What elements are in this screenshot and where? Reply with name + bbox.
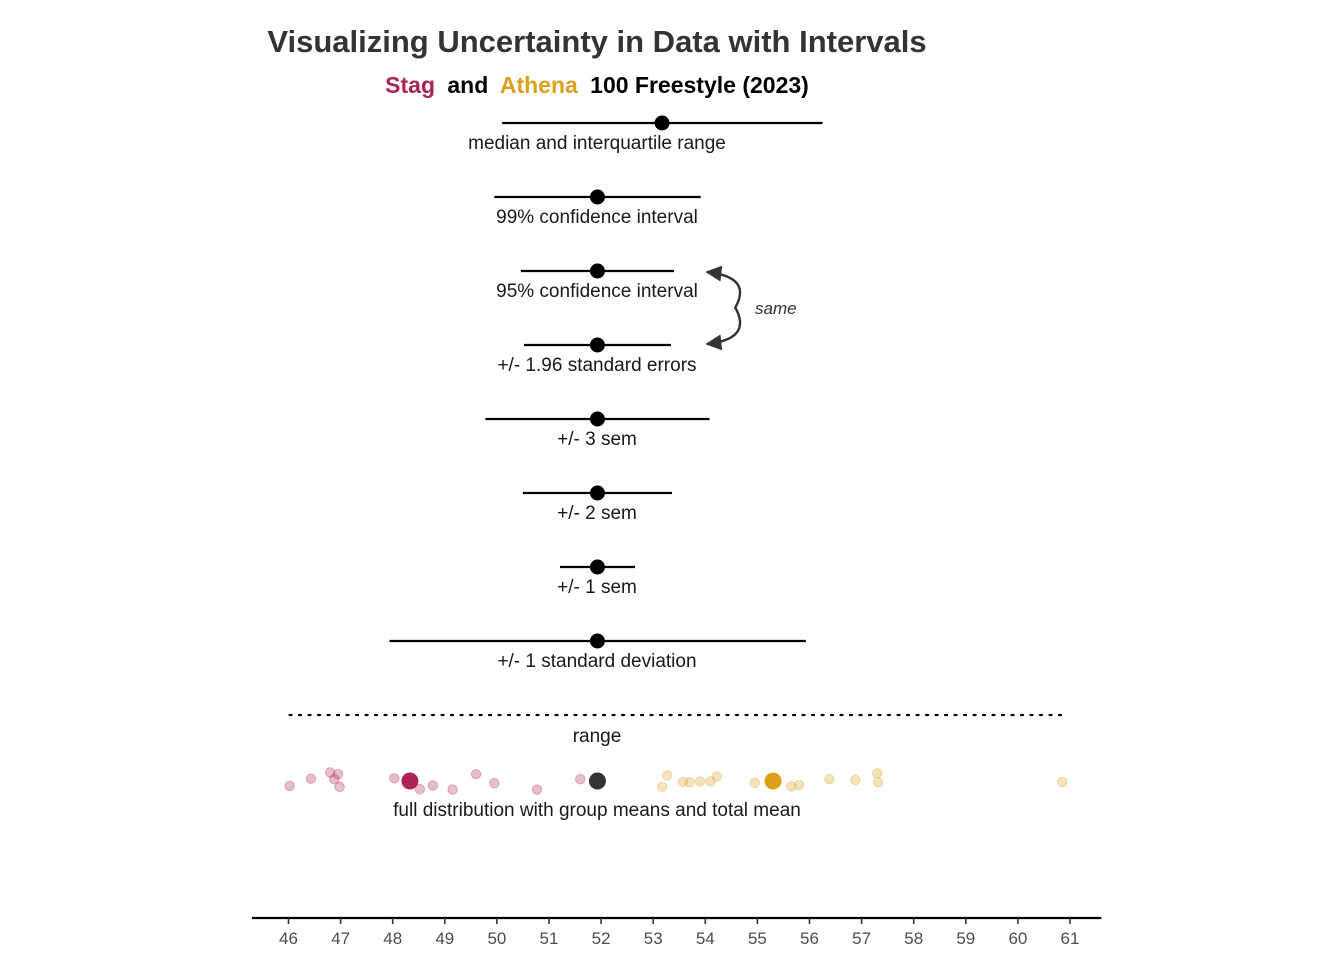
athena-point — [1056, 776, 1068, 788]
stag-point — [489, 778, 500, 789]
x-axis: 46 47 48 49 50 51 52 53 54 55 56 57 58 59 60 61 — [252, 916, 1102, 948]
x-tick-label: 60 — [1008, 929, 1027, 948]
athena-point — [749, 777, 760, 789]
interval-label: 95% confidence interval — [496, 281, 698, 302]
interval-label: +/- 3 sem — [557, 429, 637, 450]
annotation-text: same — [755, 299, 797, 318]
x-tick-label: 49 — [435, 929, 454, 948]
athena-point — [824, 774, 835, 785]
athena-point — [711, 771, 722, 782]
stag-point — [329, 774, 340, 785]
athena-point — [705, 776, 716, 787]
stag-point — [414, 783, 425, 795]
x-tick-label: 47 — [331, 929, 350, 948]
subtitle-connector: and — [447, 72, 488, 98]
x-tick-label: 54 — [696, 929, 715, 948]
athena-point — [872, 768, 883, 779]
athena-point — [694, 776, 706, 787]
x-tick-label: 58 — [904, 929, 923, 948]
interval-point — [589, 263, 605, 279]
interval-label: +/- 1.96 standard errors — [497, 355, 696, 376]
athena-point — [677, 776, 689, 788]
chart-title: Visualizing Uncertainty in Data with Int… — [267, 24, 926, 59]
total-mean-point — [588, 772, 606, 790]
range-row: range — [288, 713, 1064, 747]
chart-subtitle: Stag and Athena 100 Freestyle (2023) — [385, 72, 809, 98]
interval-point — [589, 337, 605, 353]
subtitle-group1: Stag — [385, 72, 435, 98]
athena-point — [684, 777, 695, 788]
interval-point — [589, 633, 605, 649]
interval-label: +/- 2 sem — [557, 503, 637, 524]
athena-point — [656, 781, 668, 793]
subtitle-group2: Athena — [500, 72, 578, 98]
stag-point — [470, 769, 482, 780]
x-tick-label: 52 — [592, 929, 611, 948]
interval-point — [654, 115, 670, 131]
distribution-label: full distribution with group means and t… — [393, 800, 801, 821]
athena-point — [873, 777, 884, 788]
athena-point — [793, 779, 805, 791]
annotation-same: same — [705, 265, 797, 351]
annotation-arrow-up — [705, 265, 742, 309]
interval-label: +/- 1 standard deviation — [497, 651, 696, 672]
x-tick-label: 50 — [487, 929, 506, 948]
interval-rows: median and interquartile range 99% confid… — [389, 115, 823, 672]
x-tick-label: 48 — [383, 929, 402, 948]
stag-point — [575, 774, 586, 785]
range-label: range — [573, 726, 622, 747]
stag-point — [284, 780, 295, 792]
stag-point — [334, 781, 345, 793]
athena-point — [850, 774, 861, 786]
distribution-row: full distribution with group means and t… — [284, 767, 1068, 821]
x-tick-label: 56 — [800, 929, 819, 948]
stag-point — [332, 769, 344, 780]
athena-point — [662, 770, 673, 781]
interval-label: 99% confidence interval — [496, 207, 698, 228]
stag-point — [447, 784, 458, 795]
x-tick-label: 57 — [852, 929, 871, 948]
stag-point — [427, 780, 439, 791]
interval-point — [589, 485, 605, 501]
x-tick-label: 51 — [540, 929, 559, 948]
stag-mean-point — [401, 772, 419, 790]
interval-point — [589, 189, 605, 205]
x-tick-label: 61 — [1061, 929, 1080, 948]
x-tick-label: 46 — [279, 929, 298, 948]
interval-label: median and interquartile range — [468, 133, 726, 154]
x-tick-label: 59 — [956, 929, 975, 948]
annotation-arrow-down — [705, 306, 742, 351]
x-tick-label: 53 — [644, 929, 663, 948]
stag-point — [324, 767, 336, 778]
stag-point — [531, 784, 543, 795]
interval-point — [589, 559, 605, 575]
subtitle-rest: 100 Freestyle (2023) — [590, 72, 809, 98]
x-tick-label: 55 — [748, 929, 767, 948]
stag-point — [389, 773, 400, 784]
athena-point — [786, 781, 797, 792]
interval-point — [589, 411, 605, 427]
athena-mean-point — [764, 772, 782, 790]
stag-point — [305, 773, 317, 784]
interval-label: +/- 1 sem — [557, 577, 637, 598]
